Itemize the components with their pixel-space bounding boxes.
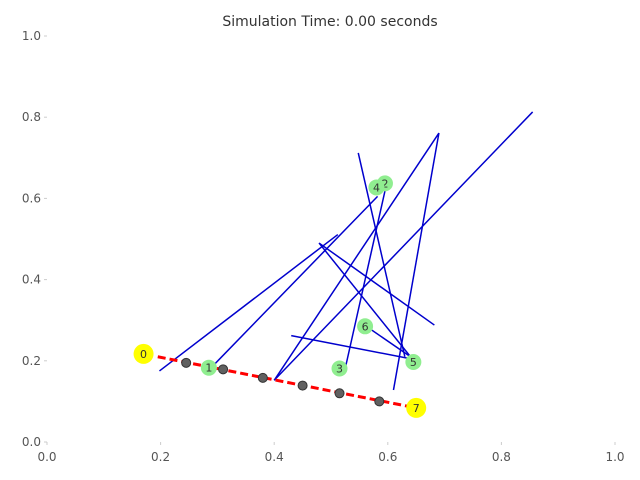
y-tick-label: 1.0 [22, 29, 41, 43]
connection-line [210, 195, 379, 369]
x-tick-label: 0.8 [492, 450, 511, 464]
node-label: 5 [410, 356, 417, 369]
path-marker [374, 396, 385, 407]
connection-line [392, 132, 440, 391]
path-marker [334, 388, 345, 399]
node-0 [133, 343, 154, 364]
connection-line [291, 334, 411, 360]
node-label: 0 [140, 348, 147, 361]
node-1 [200, 359, 217, 376]
path [157, 355, 417, 410]
node-label: 7 [413, 402, 420, 415]
y-tick-label: 0.0 [22, 435, 41, 449]
x-tick-label: 0.2 [151, 450, 170, 464]
path-marker [218, 364, 229, 375]
node-7 [406, 397, 427, 418]
node-label: 4 [373, 181, 380, 194]
x-tick-label: 0.4 [265, 450, 284, 464]
x-tick-label: 0.0 [37, 450, 56, 464]
path-marker [181, 357, 192, 368]
y-tick-label: 0.6 [22, 191, 41, 205]
connection-line [318, 242, 412, 358]
connection-line [273, 132, 440, 381]
node-6 [357, 318, 374, 335]
node-4 [368, 179, 385, 196]
nodes: 0 1 2 3 4 5 6 7 [133, 175, 427, 418]
path-marker [257, 372, 268, 383]
x-tick-label: 0.6 [378, 450, 397, 464]
node-label: 2 [381, 177, 388, 190]
axes: 0.0 0.2 0.4 0.6 0.8 1.0 0.0 0.2 0.4 0.6 0.8 1.0 [22, 29, 625, 464]
y-tick-label: 0.8 [22, 110, 41, 124]
connection-line [357, 152, 406, 357]
node-label: 3 [336, 363, 343, 376]
segments [159, 111, 534, 391]
node-5 [405, 354, 422, 371]
connection-line [159, 233, 339, 372]
node-3 [331, 360, 348, 377]
chart-title: Simulation Time: 0.00 seconds [222, 14, 437, 30]
connection-line [365, 325, 411, 358]
node-label: 1 [205, 362, 212, 375]
connection-line [318, 242, 435, 326]
y-tick-label: 0.2 [22, 354, 41, 368]
x-tick-label: 1.0 [605, 450, 624, 464]
path-line [157, 355, 417, 410]
path-marker [297, 380, 308, 391]
y-tick-label: 0.4 [22, 273, 41, 287]
node-label: 6 [362, 320, 369, 333]
connection-line [344, 183, 388, 369]
connection-line [273, 111, 534, 381]
